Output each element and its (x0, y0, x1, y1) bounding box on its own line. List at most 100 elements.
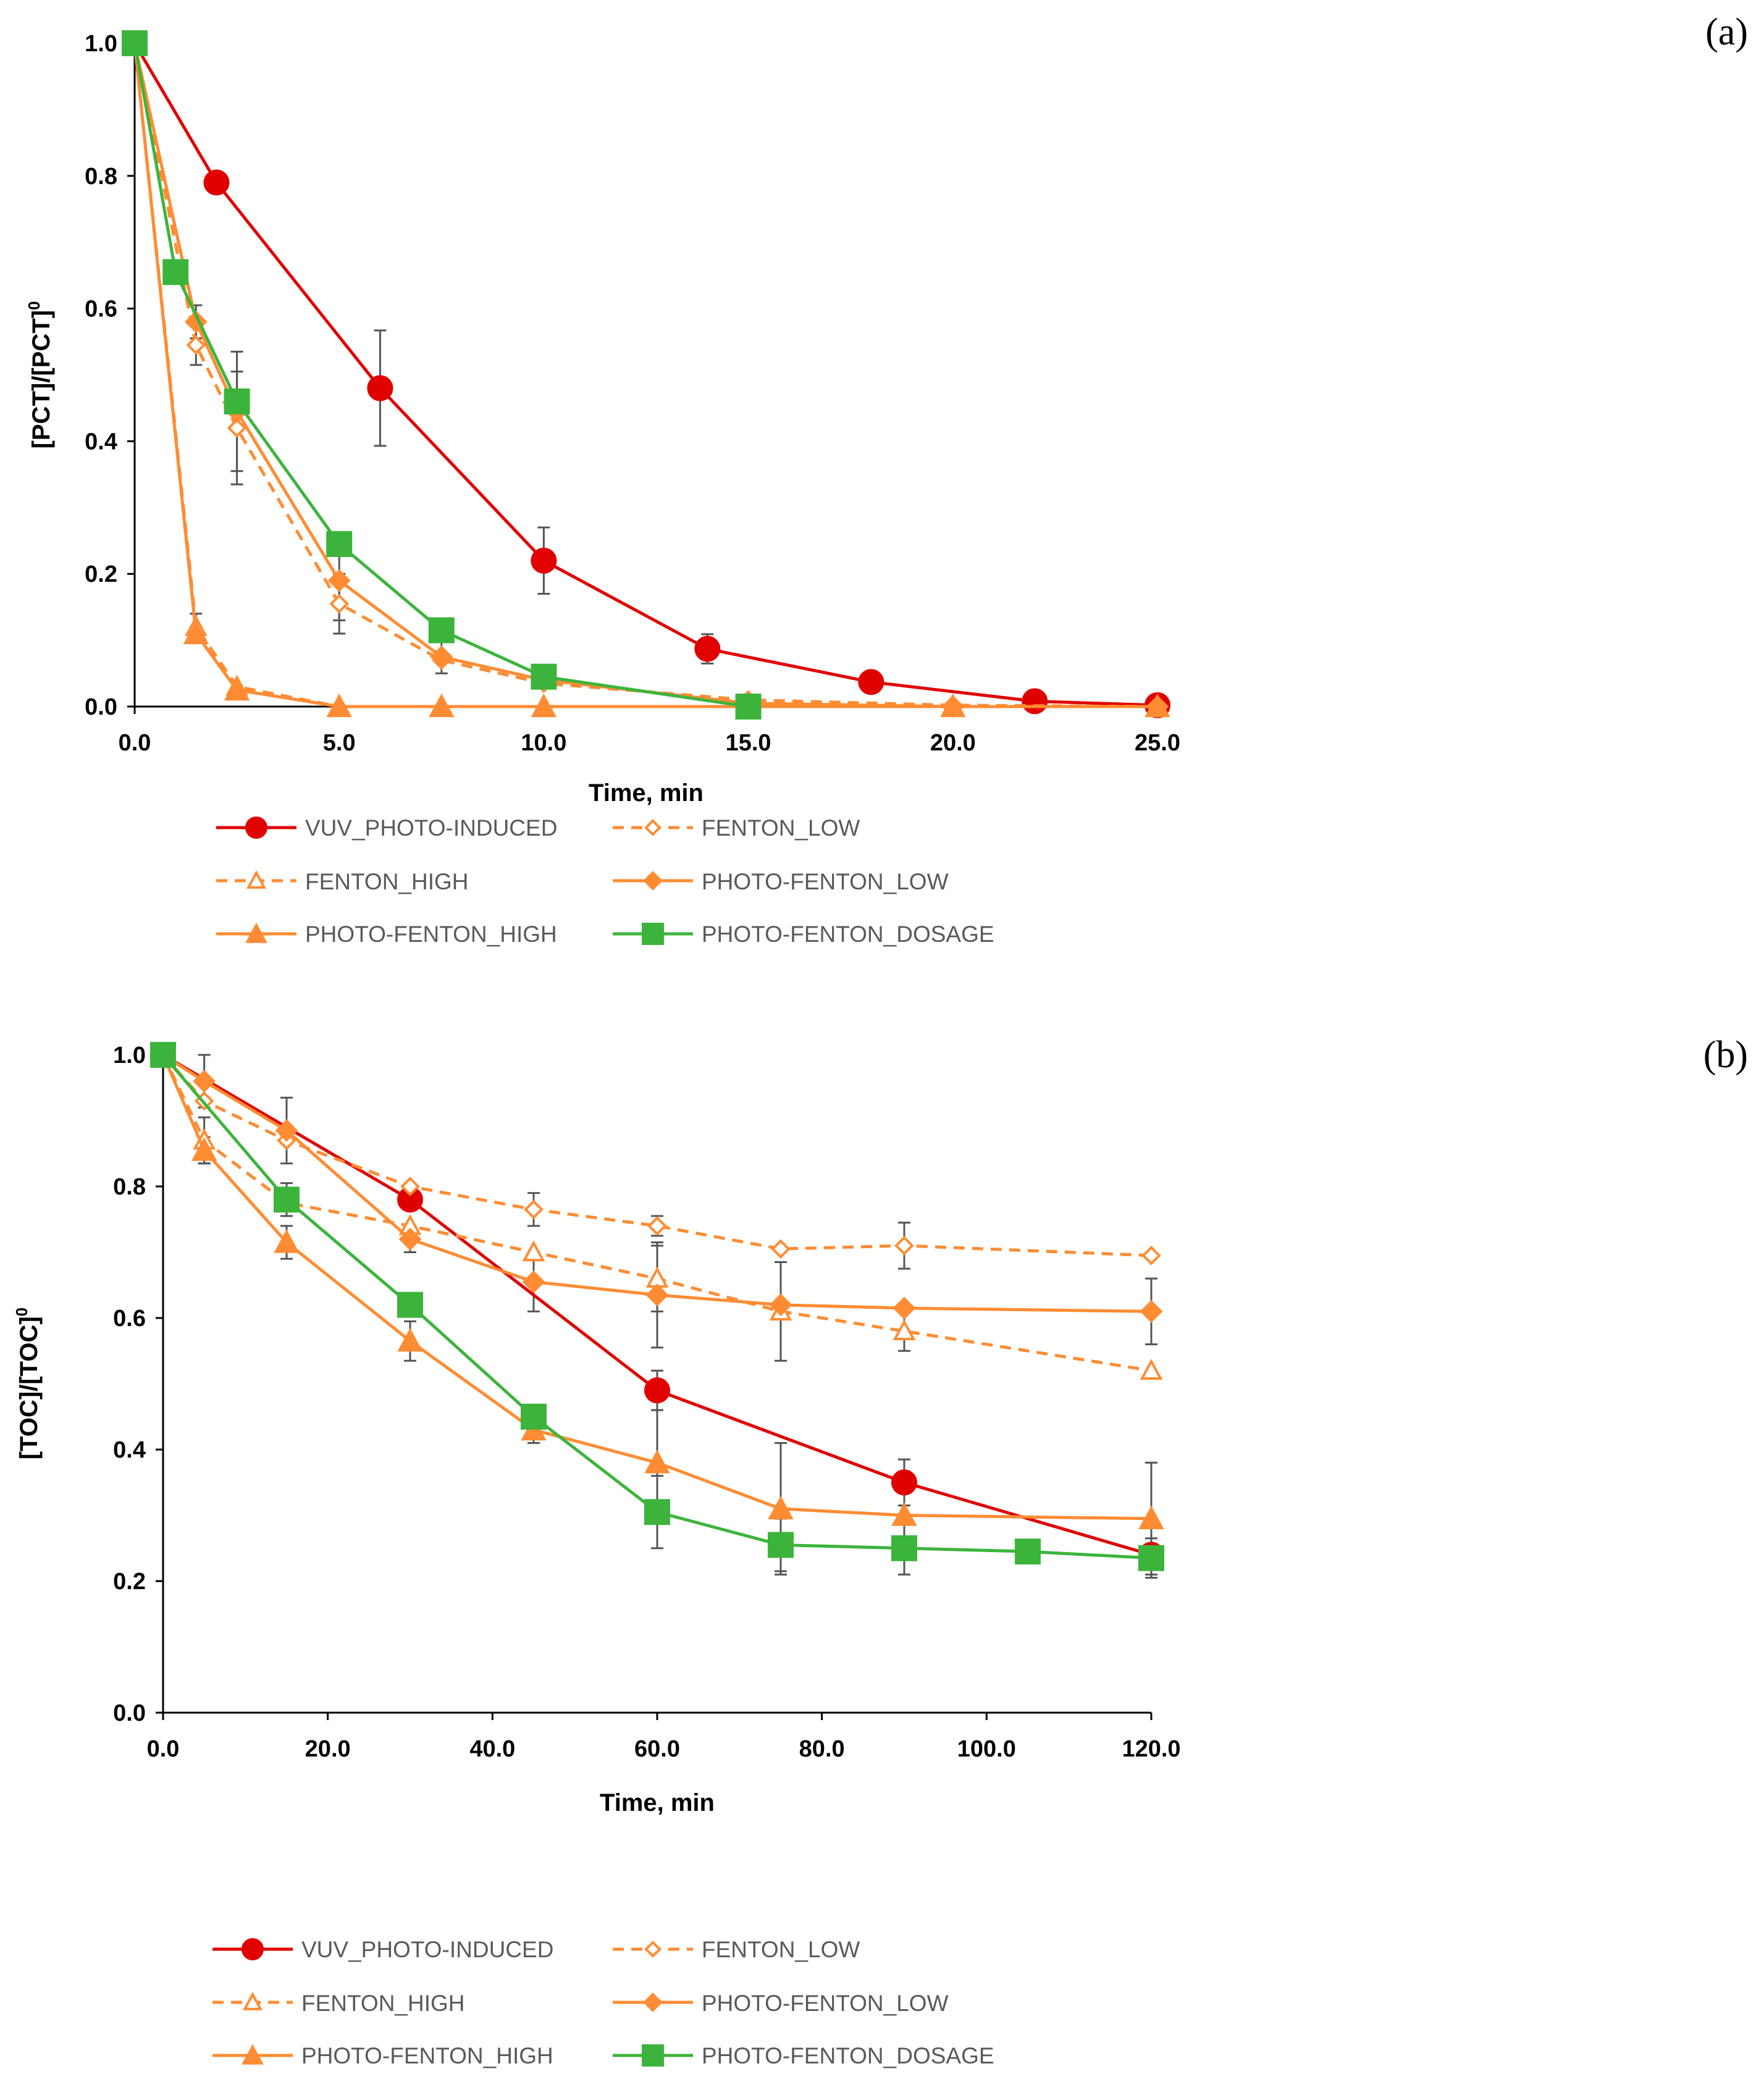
chart-b-y-tick-label: 0.2 (113, 1569, 146, 1595)
point-photo-fenton-high (183, 620, 209, 645)
legend-marker-fenton-low (644, 819, 662, 836)
chart-a-y-tick-label: 0.8 (85, 164, 117, 190)
chart-b-x-tick-label: 80.0 (799, 1736, 845, 1762)
legend-b-label-photo-fenton-low: PHOTO-FENTON_LOW (702, 1991, 949, 2016)
line-vuv-photo-induced (133, 42, 1158, 707)
chart-b-y-label-sup: 0 (12, 1308, 31, 1316)
chart-a-y-ticks: 0.0 0.2 0.4 0.6 0.8 1.0 (85, 31, 135, 720)
chart-b-y-tick-label: 0.0 (113, 1700, 146, 1726)
point-vuv-photo-induced (644, 1377, 670, 1404)
chart-a-x-tick-label: 20.0 (930, 730, 976, 756)
line-photo-fenton-high (133, 43, 1157, 708)
point-photo-fenton-low (430, 645, 453, 668)
legend-marker-vuv-photo-induced (242, 1938, 264, 1960)
legend-a-label-fenton-low: FENTON_LOW (702, 815, 860, 841)
point-fenton-low (771, 1239, 791, 1259)
chart-a-y-label: [PCT]/[PCT]0 (25, 301, 55, 449)
legend-a-item-photo-fenton-high: PHOTO-FENTON_HIGH (216, 921, 557, 947)
point-photo-fenton-low (275, 1119, 298, 1142)
legend-b-label-fenton-high: FENTON_HIGH (301, 1991, 465, 2016)
chart-a: (a) 0.0 0.2 0.4 0.6 0.8 1.0 0.0 5.0 10.0 15.0 20.… (25, 11, 1748, 947)
chart-a-axes (133, 43, 1157, 708)
line-photo-fenton-dosage (133, 43, 749, 708)
chart-b-y-ticks: 0.0 0.2 0.4 0.6 0.8 1.0 (113, 1043, 163, 1726)
legend-b-swatch-photo-fenton-high (212, 2044, 293, 2065)
point-fenton-low (647, 1216, 667, 1236)
chart-a-plot (122, 30, 1170, 720)
line-fenton-low (133, 43, 1158, 708)
series-fenton-low (125, 33, 1167, 716)
legend-b-item-photo-fenton-dosage: PHOTO-FENTON_DOSAGE (613, 2043, 994, 2068)
point-fenton-high (892, 1319, 916, 1341)
point-fenton-low (524, 1199, 544, 1220)
chart-b-x-tick-label: 100.0 (957, 1736, 1016, 1762)
legend-a-label-fenton-high: FENTON_HIGH (305, 869, 469, 894)
point-photo-fenton-low (398, 1227, 422, 1251)
point-photo-fenton-dosage (326, 531, 353, 557)
chart-a-x-tick-label: 10.0 (521, 730, 566, 756)
series-fenton-high (123, 31, 1169, 716)
point-vuv-photo-induced (531, 547, 557, 574)
point-photo-fenton-low (193, 1070, 216, 1093)
chart-b-y-tick-label: 0.4 (113, 1437, 146, 1463)
point-vuv-photo-induced (858, 669, 884, 695)
chart-a-y-tick-label: 0.0 (85, 694, 117, 720)
legend-b-swatch-photo-fenton-dosage (613, 2044, 693, 2067)
chart-b-y-tick-label: 0.6 (113, 1306, 146, 1332)
chart-a-x-label: Time, min (589, 779, 704, 807)
point-photo-fenton-dosage (521, 1403, 547, 1430)
legend-b-item-fenton-low: FENTON_LOW (613, 1937, 860, 1962)
legend-b-item-photo-fenton-high: PHOTO-FENTON_HIGH (212, 2043, 553, 2068)
legend-marker-photo-fenton-low (643, 871, 663, 891)
point-fenton-high (1140, 1358, 1163, 1380)
legend-a-item-photo-fenton-dosage: PHOTO-FENTON_DOSAGE (613, 921, 994, 947)
point-fenton-low (227, 418, 247, 438)
point-photo-fenton-high (429, 693, 455, 718)
legend-a-swatch-photo-fenton-dosage (613, 923, 693, 945)
point-photo-fenton-dosage (768, 1532, 794, 1558)
chart-b-x-tick-label: 120.0 (1122, 1736, 1180, 1762)
chart-b-error-bars (198, 1054, 1157, 1579)
chart-b: (b) 0.0 0.2 0.4 0.6 0.8 1.0 0.0 20.0 40.0 60.0 80… (12, 1034, 1748, 2068)
panel-label-b: (b) (1703, 1034, 1748, 1076)
series-vuv-photo-induced (122, 30, 1170, 718)
chart-b-y-label: [TOC]/[TOC]0 (12, 1308, 43, 1459)
chart-a-y-tick-label: 1.0 (85, 31, 117, 57)
chart-b-x-tick-label: 0.0 (147, 1736, 180, 1762)
point-photo-fenton-high (644, 1450, 670, 1474)
point-fenton-low (894, 1236, 914, 1256)
point-photo-fenton-low (892, 1296, 916, 1320)
series-photo-fenton-high (122, 30, 1170, 718)
chart-b-legend: VUV_PHOTO-INDUCED FENTON_LOW FENTON_HIGH… (212, 1937, 994, 2068)
point-photo-fenton-dosage (122, 30, 148, 56)
point-fenton-low (1141, 1245, 1161, 1266)
chart-b-y-tick-label: 0.8 (113, 1174, 146, 1200)
point-photo-fenton-high (1138, 1505, 1164, 1529)
point-photo-fenton-high (940, 693, 966, 718)
point-photo-fenton-high (224, 677, 250, 701)
legend-marker-photo-fenton-high (245, 922, 267, 943)
series-photo-fenton-dosage (150, 1042, 1164, 1571)
legend-b-swatch-fenton-high (212, 1992, 293, 2010)
point-photo-fenton-low (769, 1293, 792, 1317)
point-photo-fenton-dosage (150, 1042, 176, 1068)
point-photo-fenton-high (768, 1495, 794, 1519)
point-vuv-photo-induced (203, 169, 230, 196)
point-photo-fenton-high (326, 693, 352, 718)
point-photo-fenton-high (397, 1328, 423, 1352)
point-photo-fenton-dosage (891, 1535, 917, 1561)
legend-a-swatch-photo-fenton-high (216, 922, 296, 943)
chart-b-x-tick-label: 60.0 (634, 1736, 680, 1762)
legend-b-item-photo-fenton-low: PHOTO-FENTON_LOW (613, 1991, 949, 2016)
legend-a-label-photo-fenton-high: PHOTO-FENTON_HIGH (305, 921, 557, 947)
chart-b-y-tick-label: 1.0 (113, 1043, 146, 1068)
chart-b-x-label: Time, min (600, 1789, 715, 1816)
legend-b-label-vuv: VUV_PHOTO-INDUCED (301, 1937, 553, 1962)
legend-marker-photo-fenton-low (643, 1992, 663, 2012)
line-photo-fenton-low (133, 43, 1157, 708)
chart-a-x-ticks: 0.0 5.0 10.0 15.0 20.0 25.0 (119, 707, 1180, 756)
legend-a-label-vuv: VUV_PHOTO-INDUCED (305, 815, 557, 841)
chart-a-y-label-sup: 0 (25, 301, 43, 310)
legend-a-item-photo-fenton-low: PHOTO-FENTON_LOW (613, 869, 949, 894)
